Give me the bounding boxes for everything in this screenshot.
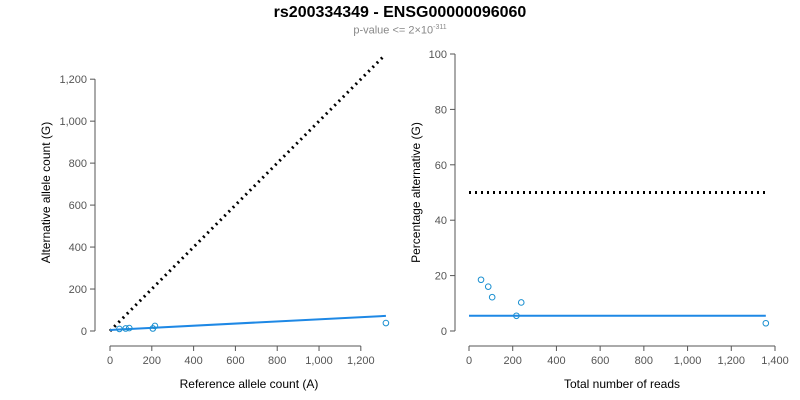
data-point <box>116 325 123 333</box>
subtitle-times: × <box>414 24 421 37</box>
y-tick-label: 40 <box>435 215 447 227</box>
x-tick-label: 0 <box>466 355 472 367</box>
y-tick-label: 80 <box>435 104 447 116</box>
y-axis-title: Alternative allele count (G) <box>39 122 53 263</box>
left-panel-allele-counts: 0 200 400 600 800 1,000 1,200 0 200 400 600 800 1,00… <box>39 55 390 391</box>
subtitle-prefix: p-value <= 2 <box>353 24 415 37</box>
y-tick-label: 800 <box>69 158 87 170</box>
x-tick-label: 400 <box>547 355 565 367</box>
y-tick-label: 400 <box>69 242 87 254</box>
y-tick-label: 1,200 <box>59 74 87 86</box>
y-tick-label: 600 <box>69 200 87 212</box>
x-axis-title: Reference allele count (A) <box>180 377 319 391</box>
chart-subtitle: p-value <= 2×10-311 <box>0 24 800 37</box>
x-tick-label: 400 <box>184 355 202 367</box>
x-tick-label: 1,000 <box>305 355 333 367</box>
data-point <box>125 324 133 332</box>
x-axis-title: Total number of reads <box>564 377 680 391</box>
data-point <box>488 293 496 301</box>
data-point <box>517 299 525 306</box>
data-point <box>484 283 492 290</box>
x-tick-label: 1,200 <box>347 355 375 367</box>
fit-line <box>109 314 386 331</box>
y-tick-label: 1,000 <box>59 116 87 128</box>
x-tick-label: 200 <box>143 355 161 367</box>
data-point <box>122 325 129 332</box>
data-point <box>151 322 159 330</box>
right-panel-percentage: 0 200 400 600 800 1,000 1,200 1,400 0 20 40 60 80 100… <box>409 49 789 391</box>
y-tick-label: 0 <box>81 326 87 338</box>
subtitle-base: 10 <box>420 24 434 37</box>
data-point <box>477 276 485 284</box>
chart-title: rs200334349 - ENSG00000096060 <box>273 4 527 21</box>
x-tick-label: 0 <box>107 355 113 367</box>
y-tick-label: 60 <box>435 160 447 172</box>
x-tick-label: 800 <box>635 355 653 367</box>
y-axis-title: Percentage alternative (G) <box>409 122 423 263</box>
y-tick-label: 20 <box>435 271 447 283</box>
x-tick-label: 1,000 <box>674 355 702 367</box>
y-tick-label: 0 <box>441 326 447 338</box>
data-point <box>762 319 770 327</box>
x-tick-label: 800 <box>268 355 286 367</box>
x-tick-label: 1,200 <box>718 355 746 367</box>
x-tick-label: 200 <box>504 355 522 367</box>
x-tick-label: 600 <box>226 355 244 367</box>
y-tick-label: 100 <box>429 49 447 61</box>
reference-line <box>108 55 385 333</box>
x-tick-label: 600 <box>591 355 609 367</box>
data-point <box>382 319 390 327</box>
data-point <box>513 312 520 320</box>
subtitle-exponent: -311 <box>433 24 447 31</box>
y-tick-label: 200 <box>69 284 87 296</box>
x-tick-label: 1,400 <box>761 355 789 367</box>
